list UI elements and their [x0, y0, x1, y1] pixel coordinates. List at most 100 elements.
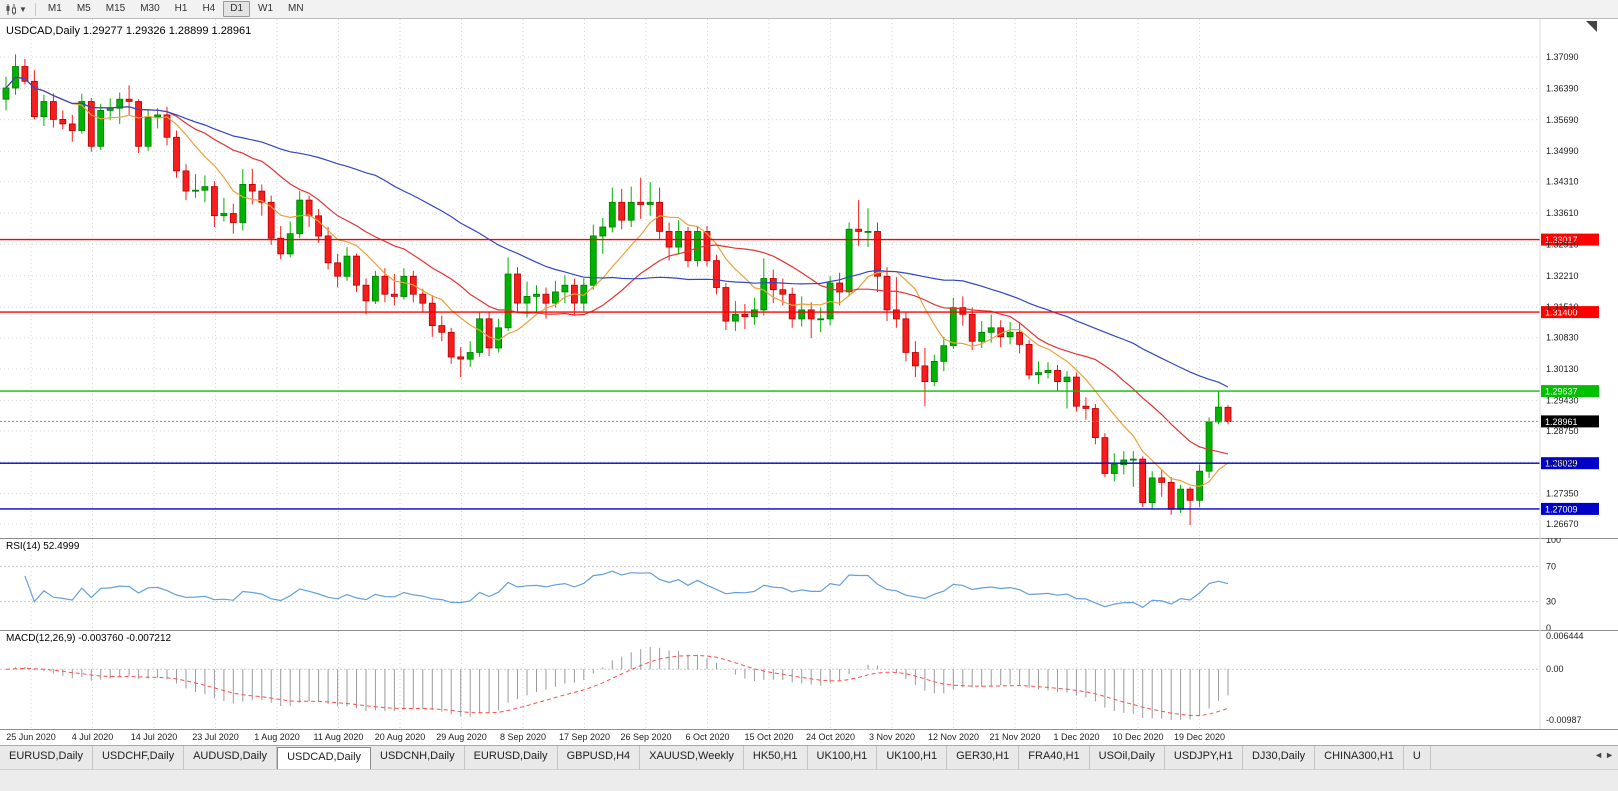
horizontal-levels-layer: 1.33017 1.31400 1.29637 1.28029 1.27009 [0, 233, 1599, 515]
chart-tab-usdjpy-h1[interactable]: USDJPY,H1 [1164, 746, 1243, 769]
chart-tab-xauusd-weekly[interactable]: XAUUSD,Weekly [640, 746, 744, 769]
chart-tab-dj30-daily[interactable]: DJ30,Daily [1242, 746, 1316, 769]
svg-text:1.28750: 1.28750 [1546, 426, 1579, 436]
svg-text:1.36390: 1.36390 [1546, 84, 1579, 94]
svg-text:1.33017: 1.33017 [1545, 235, 1578, 245]
svg-text:1.27350: 1.27350 [1546, 489, 1579, 499]
timeframe-buttons: M1 M5 M15 M30 H1 H4 D1 W1 MN [41, 1, 312, 17]
date-axis-label: 24 Oct 2020 [805, 732, 856, 742]
date-axis-label: 20 Aug 2020 [374, 732, 426, 742]
timeframe-button-h4[interactable]: H4 [202, 3, 216, 14]
date-axis[interactable]: 25 Jun 2020 4 Jul 2020 14 Jul 2020 23 Jul 2… [0, 729, 1618, 745]
timeframe-button-m5[interactable]: M5 [76, 3, 91, 14]
svg-text:1.32910: 1.32910 [1546, 239, 1579, 249]
chart-tab-gbpusd-h4[interactable]: GBPUSD,H4 [557, 746, 641, 769]
date-axis-label: 6 Oct 2020 [685, 732, 730, 742]
chart-tab-u[interactable]: U [1403, 746, 1431, 769]
ohlc-close: 1.28961 [211, 25, 252, 37]
chart-tab-eurusd-daily[interactable]: EURUSD,Daily [0, 746, 93, 769]
moving-average-lines [5, 76, 1229, 488]
svg-text:1.29637: 1.29637 [1545, 387, 1578, 397]
current-price-marker: 1.28961 [0, 415, 1599, 428]
macd-name: MACD(12,26,9) [6, 633, 76, 644]
date-axis-label: 15 Oct 2020 [744, 732, 794, 742]
chevron-down-icon[interactable]: ▼ [19, 4, 27, 14]
chart-tab-china300-h1[interactable]: CHINA300,H1 [1315, 746, 1404, 769]
date-axis-label: 26 Sep 2020 [620, 732, 672, 742]
macd-indicator-label: MACD(12,26,9) -0.003760 -0.007212 [6, 633, 171, 644]
toolbar-separator [34, 2, 36, 16]
ohlc-high: 1.29326 [125, 25, 166, 37]
ohlc-open: 1.29277 [83, 25, 123, 37]
chart-tab-usdchf-daily[interactable]: USDCHF,Daily [92, 746, 185, 769]
symbol-period-label: USDCAD,Daily [6, 25, 80, 37]
svg-text:100: 100 [1546, 538, 1561, 545]
chart-tab-usdcad-daily[interactable]: USDCAD,Daily [277, 747, 372, 769]
svg-text:1.37090: 1.37090 [1546, 52, 1579, 62]
svg-text:-0.00987: -0.00987 [1546, 715, 1582, 725]
svg-text:1.34310: 1.34310 [1546, 177, 1579, 187]
date-axis-label: 21 Nov 2020 [989, 732, 1041, 742]
arrow-left-icon[interactable]: ◄ [1594, 750, 1606, 760]
macd-values: -0.003760 -0.007212 [78, 633, 172, 644]
chart-tab-hk50-h1[interactable]: HK50,H1 [743, 746, 808, 769]
chart-tab-uk100-h1[interactable]: UK100,H1 [877, 746, 948, 769]
date-axis-label: 4 Jul 2020 [71, 732, 114, 742]
svg-text:1.32210: 1.32210 [1546, 271, 1579, 281]
tab-scroll-arrows: ◄► [1594, 750, 1616, 760]
svg-text:1.29430: 1.29430 [1546, 395, 1579, 405]
bottom-strip [0, 769, 1618, 791]
timeframe-button-m15[interactable]: M15 [105, 3, 126, 14]
svg-text:1.30830: 1.30830 [1546, 333, 1579, 343]
svg-text:1.28029: 1.28029 [1545, 459, 1578, 469]
chart-tab-ger30-h1[interactable]: GER30,H1 [947, 746, 1020, 769]
main-chart-canvas[interactable]: 1.33017 1.31400 1.29637 1.28029 1.27009 1.289… [0, 19, 1618, 538]
svg-text:70: 70 [1546, 561, 1556, 571]
chart-tab-usoil-daily[interactable]: USOil,Daily [1089, 746, 1165, 769]
date-axis-label: 1 Aug 2020 [254, 732, 300, 742]
timeframe-button-mn[interactable]: MN [288, 3, 304, 14]
rsi-canvas[interactable]: 100 70 30 0 [0, 538, 1618, 630]
chart-tab-uk100-h1[interactable]: UK100,H1 [807, 746, 878, 769]
chart-tab-fra40-h1[interactable]: FRA40,H1 [1019, 746, 1090, 769]
chart-tab-audusd-daily[interactable]: AUDUSD,Daily [184, 746, 278, 769]
ohlc-low: 1.28899 [168, 25, 209, 37]
rsi-value: 52.4999 [43, 541, 80, 552]
timeframe-button-d1[interactable]: D1 [223, 1, 251, 17]
date-axis-label: 23 Jul 2020 [192, 732, 239, 742]
svg-text:1.28050: 1.28050 [1546, 457, 1579, 467]
date-axis-label: 1 Dec 2020 [1053, 732, 1100, 742]
chart-title: USDCAD,Daily 1.29277 1.29326 1.28899 1.2… [6, 25, 251, 37]
price-axis-labels: 1.37090 1.36390 1.35690 1.34990 1.34310 1.336… [1546, 52, 1579, 529]
date-axis-label: 10 Dec 2020 [1112, 732, 1164, 742]
macd-panel[interactable]: 0.006444 0.00 -0.00987 [0, 630, 1618, 729]
date-axis-label: 11 Aug 2020 [313, 732, 364, 742]
rsi-panel[interactable]: 100 70 30 0 [0, 538, 1618, 630]
macd-canvas[interactable]: 0.006444 0.00 -0.00987 [0, 630, 1618, 729]
rsi-name: RSI(14) [6, 541, 41, 552]
svg-text:1.31400: 1.31400 [1545, 308, 1578, 318]
main-chart-area[interactable]: 1.33017 1.31400 1.29637 1.28029 1.27009 1.289… [0, 19, 1618, 538]
svg-text:1.30130: 1.30130 [1546, 364, 1579, 374]
chart-tab-eurusd-daily[interactable]: EURUSD,Daily [464, 746, 558, 769]
svg-text:0.00: 0.00 [1546, 664, 1564, 674]
date-axis-label: 19 Dec 2020 [1173, 732, 1226, 742]
svg-text:1.27009: 1.27009 [1545, 504, 1578, 514]
chart-tab-usdcnh-daily[interactable]: USDCNH,Daily [371, 746, 465, 769]
svg-text:1.33610: 1.33610 [1546, 208, 1579, 218]
chart-tabs-bar: EURUSD,Daily USDCHF,Daily AUDUSD,Daily USDC… [0, 745, 1618, 769]
macd-signal-line [5, 654, 1229, 717]
date-axis-label: 29 Aug 2020 [436, 732, 487, 742]
date-axis-label: 17 Sep 2020 [558, 732, 611, 742]
candlestick-chart-icon[interactable] [5, 3, 18, 16]
timeframe-button-h1[interactable]: H1 [174, 3, 188, 14]
arrow-right-icon[interactable]: ► [1605, 750, 1616, 760]
timeframe-button-m1[interactable]: M1 [47, 3, 62, 14]
svg-text:1.26670: 1.26670 [1546, 519, 1579, 529]
timeframe-button-m30[interactable]: M30 [140, 3, 160, 14]
timeframe-button-w1[interactable]: W1 [258, 3, 274, 14]
svg-text:1.34990: 1.34990 [1546, 146, 1579, 156]
svg-text:0: 0 [1546, 623, 1551, 630]
svg-text:1.35690: 1.35690 [1546, 115, 1579, 125]
